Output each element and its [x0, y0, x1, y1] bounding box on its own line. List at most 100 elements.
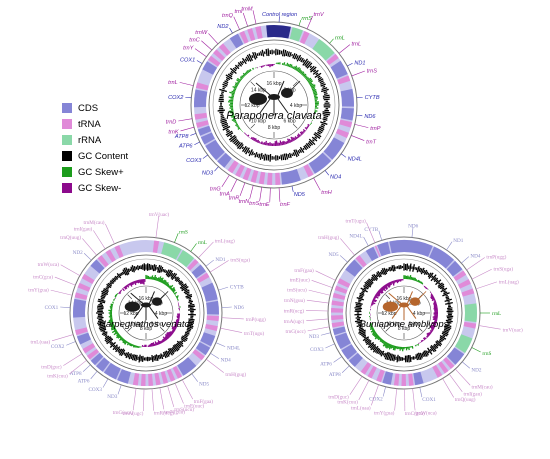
gc-content-bar [97, 305, 104, 308]
gene-label: trnP(ugg) [246, 316, 266, 323]
gc-content-bar [188, 297, 192, 300]
gene-label: ATP6 [178, 144, 193, 150]
gc-skew-bar [264, 140, 268, 146]
gc-content-bar [307, 142, 312, 147]
gc-skew-bar [232, 85, 237, 89]
gene-block [90, 259, 105, 274]
gc-content-bar [99, 327, 107, 331]
gc-content-bar [371, 274, 378, 282]
gc-content-bar [102, 330, 106, 333]
gc-skew-bar [176, 296, 179, 299]
gc-skew-bar [255, 139, 258, 143]
gc-content-bar [446, 321, 452, 324]
gc-skew-bar [286, 62, 289, 67]
gc-content-bar [367, 342, 372, 346]
gc-content-bar [281, 49, 285, 57]
gene-block [393, 373, 400, 386]
gc-skew-bar [307, 125, 310, 128]
label-leader [221, 174, 230, 187]
label-leader [151, 388, 154, 411]
gc-content-bar [358, 326, 362, 329]
gc-skew-bar [157, 341, 160, 345]
gc-content-bar [285, 50, 289, 57]
label-leader [338, 44, 351, 54]
gene-block [334, 332, 351, 350]
gc-content-bar [121, 271, 125, 275]
gc-content-bar [105, 287, 109, 291]
gc-content-bar [97, 322, 105, 326]
gc-skew-bar [169, 331, 174, 335]
gc-content-bar [174, 276, 177, 280]
gc-content-bar [220, 119, 227, 124]
kbp-tick-label: 4 kbp [290, 103, 302, 109]
gene-label: trnK [168, 129, 179, 135]
gc-content-bar [118, 348, 123, 354]
label-leader [478, 325, 501, 330]
label-leader [278, 187, 281, 202]
gc-content-bar [267, 48, 270, 57]
gc-skew-bar [308, 80, 314, 84]
gene-block [77, 282, 91, 292]
gc-content-bar [184, 333, 189, 337]
gc-content-bar [362, 334, 367, 338]
gc-content-bar [173, 344, 180, 351]
gc-skew-bar [300, 71, 305, 75]
gc-skew-bar [234, 85, 238, 88]
gc-skew-bar [113, 331, 119, 336]
gene-label: trnS [249, 201, 260, 207]
gc-content-bar [430, 344, 437, 352]
gc-skew-bar [290, 136, 294, 142]
gc-content-bar [317, 131, 321, 135]
gc-content-bar [220, 116, 225, 119]
gene-block [377, 241, 391, 257]
species-name: Harpegnathos venator [99, 319, 194, 330]
gene-block [438, 361, 449, 374]
kbp-tick [127, 326, 133, 332]
gc-skew-bar [121, 338, 125, 342]
gc-content-bar [103, 333, 108, 337]
gc-skew-bar [279, 140, 282, 146]
gc-skew-bar [164, 334, 170, 339]
gc-content-bar [287, 51, 290, 57]
gc-content-bar [428, 272, 434, 280]
gc-content-bar [305, 143, 311, 149]
gene-label: trnE(uuc) [290, 277, 310, 284]
label-leader [249, 185, 254, 199]
gene-label: trnM [241, 6, 253, 12]
gc-content-bar [251, 55, 254, 59]
gc-content-bar [219, 96, 224, 99]
kbp-tick-label: 8 kbp [140, 326, 152, 332]
gc-content-bar [263, 153, 267, 161]
label-leader [313, 177, 321, 191]
gene-block [323, 137, 345, 160]
gc-content-bar [365, 280, 372, 286]
gene-block [201, 282, 218, 302]
gc-skew-bar [166, 333, 171, 338]
label-leader [340, 238, 355, 256]
gc-content-bar [156, 266, 159, 270]
gc-content-bar [267, 154, 270, 161]
gc-content-bar [220, 118, 226, 121]
label-leader [311, 280, 333, 288]
gc-skew-bar [159, 277, 163, 283]
gene-block [331, 315, 344, 321]
gene-label: ND6 [408, 223, 418, 229]
gc-skew-bar [391, 280, 395, 286]
gc-content-bar [259, 51, 263, 56]
gc-skew-bar [287, 63, 290, 67]
label-leader [206, 359, 224, 373]
gc-skew-bar [236, 77, 242, 82]
gene-block [339, 119, 353, 128]
gc-skew-bar [379, 337, 382, 341]
kbp-tick-label: 4 kbp [413, 311, 425, 317]
gc-content-bar [252, 51, 257, 60]
gc-content-bar [374, 347, 380, 353]
label-leader [208, 33, 219, 45]
gc-content-bar [309, 65, 315, 71]
gene-block [463, 321, 477, 329]
gc-content-bar [358, 295, 363, 299]
label-leader [341, 365, 350, 373]
gc-skew-bar [107, 320, 114, 324]
gene-label: ND3 [107, 394, 117, 400]
gc-skew-bar [248, 69, 251, 73]
